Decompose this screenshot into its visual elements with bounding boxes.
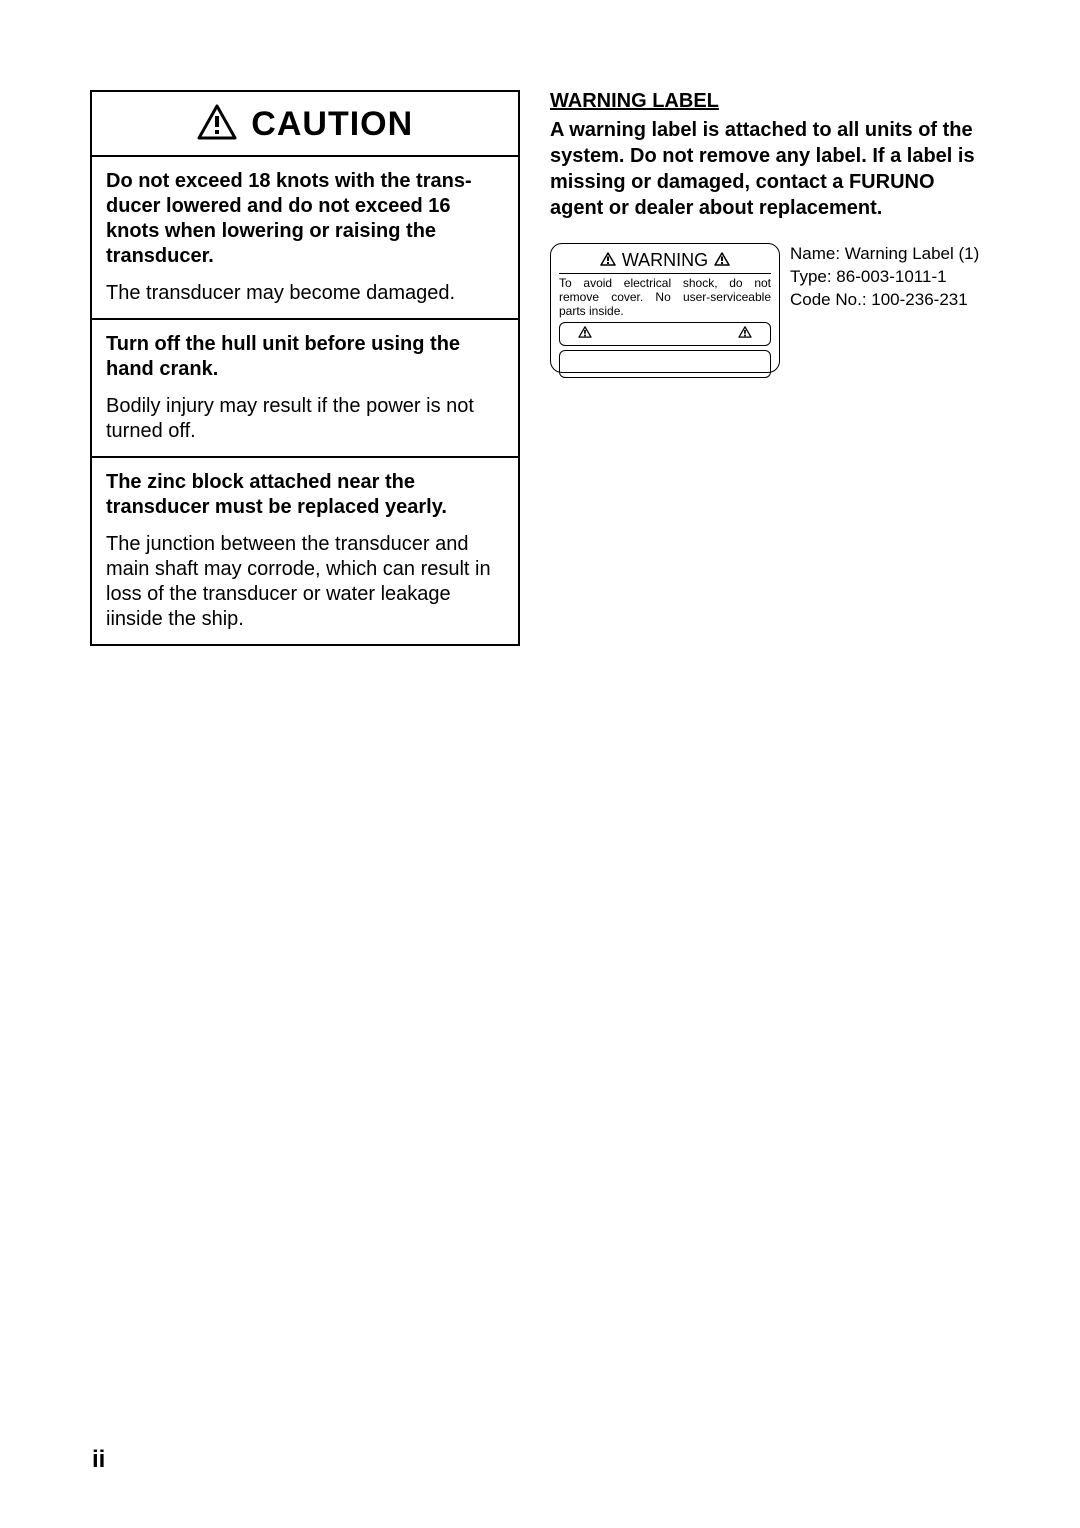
sticker-blank-row [559, 350, 771, 378]
sticker-title: WARNING [622, 250, 708, 271]
sticker-header: WARNING [559, 250, 771, 271]
label-type: Type: 86-003-1011-1 [790, 266, 979, 289]
sticker-message: To avoid electrical shock, do not remove… [559, 277, 771, 318]
caution-section: Do not exceed 18 knots with the trans-du… [92, 157, 518, 320]
page-number: ii [92, 1446, 105, 1474]
warning-triangle-icon [578, 325, 592, 343]
label-info: Name: Warning Label (1) Type: 86-003-101… [790, 243, 979, 312]
caution-body-text: The transducer may become damaged. [106, 281, 504, 306]
caution-bold-text: The zinc block attached near the transdu… [106, 470, 504, 520]
divider [559, 273, 771, 274]
label-code: Code No.: 100-236-231 [790, 289, 979, 312]
caution-bold-text: Turn off the hull unit before using the … [106, 332, 504, 382]
warning-sticker: WARNING To avoid electrical shock, do no… [550, 243, 780, 373]
caution-section: Turn off the hull unit before using the … [92, 320, 518, 458]
caution-body-text: Bodily injury may result if the power is… [106, 394, 504, 444]
warning-triangle-icon [714, 250, 730, 271]
label-name: Name: Warning Label (1) [790, 243, 979, 266]
caution-body-text: The junction between the transducer and … [106, 532, 504, 632]
caution-box: CAUTION Do not exceed 18 knots with the … [90, 90, 520, 646]
warning-triangle-icon [197, 104, 237, 145]
caution-section: The zinc block attached near the transdu… [92, 458, 518, 644]
warning-triangle-icon [738, 325, 752, 343]
warning-label-text: A warning label is attached to all units… [550, 117, 980, 221]
caution-header: CAUTION [92, 92, 518, 157]
warning-label-heading: WARNING LABEL [550, 90, 980, 113]
caution-title: CAUTION [251, 105, 413, 144]
warning-label-row: WARNING To avoid electrical shock, do no… [550, 243, 980, 373]
sticker-icon-row [559, 322, 771, 346]
warning-triangle-icon [600, 250, 616, 271]
caution-bold-text: Do not exceed 18 knots with the trans-du… [106, 169, 504, 269]
